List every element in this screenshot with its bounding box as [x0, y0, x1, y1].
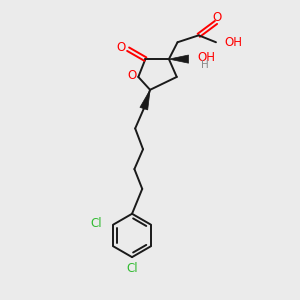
Text: Cl: Cl	[91, 217, 102, 230]
Text: Cl: Cl	[126, 262, 138, 275]
Polygon shape	[140, 90, 150, 110]
Polygon shape	[169, 55, 188, 63]
Text: OH: OH	[197, 51, 215, 64]
Text: O: O	[116, 41, 125, 55]
Text: O: O	[127, 69, 136, 82]
Text: H: H	[201, 60, 208, 70]
Text: OH: OH	[225, 36, 243, 49]
Text: O: O	[213, 11, 222, 24]
